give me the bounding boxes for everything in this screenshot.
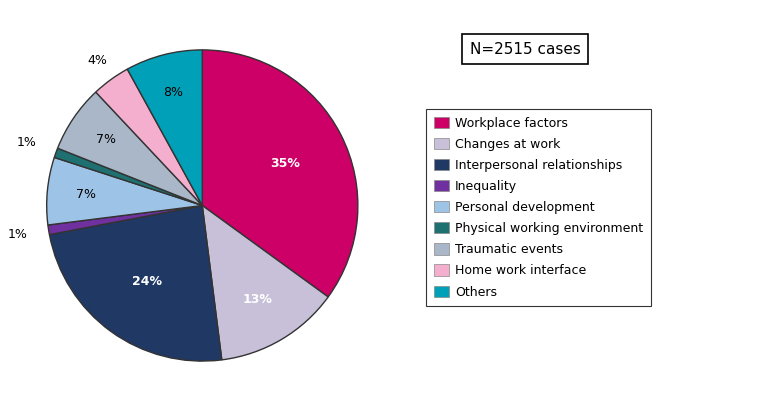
Wedge shape bbox=[54, 148, 202, 206]
Wedge shape bbox=[47, 157, 202, 225]
Wedge shape bbox=[58, 92, 202, 206]
Wedge shape bbox=[202, 206, 328, 360]
Text: 1%: 1% bbox=[8, 228, 28, 241]
Text: 24%: 24% bbox=[132, 275, 163, 288]
Text: N=2515 cases: N=2515 cases bbox=[470, 42, 580, 57]
Text: 8%: 8% bbox=[163, 86, 184, 99]
Legend: Workplace factors, Changes at work, Interpersonal relationships, Inequality, Per: Workplace factors, Changes at work, Inte… bbox=[426, 109, 650, 306]
Text: 7%: 7% bbox=[96, 134, 116, 146]
Text: 13%: 13% bbox=[243, 293, 272, 306]
Text: 4%: 4% bbox=[87, 54, 107, 67]
Wedge shape bbox=[96, 69, 202, 206]
Wedge shape bbox=[128, 50, 202, 206]
Wedge shape bbox=[50, 206, 222, 361]
Text: 7%: 7% bbox=[76, 188, 96, 201]
Wedge shape bbox=[48, 206, 202, 235]
Wedge shape bbox=[202, 50, 358, 297]
Text: 1%: 1% bbox=[16, 136, 37, 149]
Text: 35%: 35% bbox=[271, 157, 300, 170]
